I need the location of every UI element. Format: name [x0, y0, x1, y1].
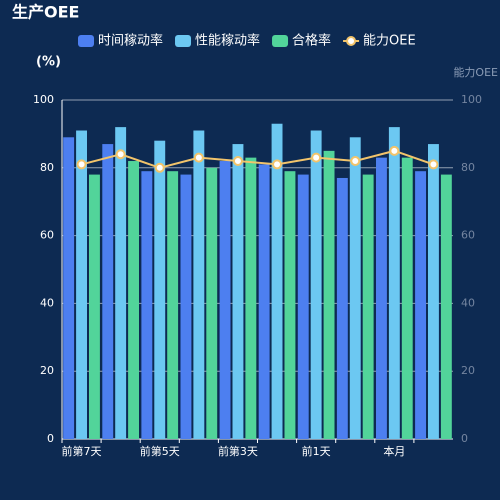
legend-label: 时间稼动率: [98, 33, 163, 49]
legend-label: 合格率: [292, 33, 331, 49]
y2-axis-label: 能力OEE: [453, 65, 498, 79]
x-tick-label: 前第7天: [62, 444, 102, 458]
bar: [167, 171, 179, 439]
bar: [362, 174, 374, 439]
line: [81, 149, 434, 169]
legend-swatch: [346, 36, 357, 46]
line-point: [272, 159, 283, 170]
x-tick-label: 本月: [383, 444, 405, 458]
y-tick-label: 20: [40, 364, 54, 377]
line-point: [115, 149, 126, 160]
x-tick-label: 前1天: [302, 444, 331, 458]
line-point: [76, 159, 87, 170]
chart-title: 生产OEE: [12, 3, 79, 22]
line-point: [389, 145, 400, 156]
bar: [102, 144, 114, 439]
line-point: [154, 162, 165, 173]
bar: [427, 144, 439, 439]
bar: [440, 174, 452, 439]
bar: [128, 161, 140, 439]
bar: [219, 161, 231, 439]
bar: [336, 177, 348, 439]
bar: [154, 140, 166, 439]
bar: [258, 164, 270, 439]
bar: [415, 171, 426, 439]
line-point: [311, 152, 322, 163]
line-point: [350, 156, 361, 167]
line-point: [193, 152, 204, 163]
y2-tick-label: 20: [461, 364, 475, 377]
y-tick-label: 40: [40, 296, 54, 309]
bar: [349, 137, 361, 440]
y2-tick-label: 0: [461, 432, 468, 445]
bar: [206, 167, 218, 440]
y2-tick-label: 80: [461, 161, 475, 174]
bar: [63, 137, 75, 440]
y-tick-label: 100: [33, 93, 54, 106]
y-tick-label: 80: [40, 161, 54, 174]
legend-swatch: [175, 35, 192, 47]
line-point: [428, 159, 439, 170]
bar: [284, 171, 296, 439]
y-axis-label: (%): [36, 55, 61, 70]
bar: [89, 174, 100, 439]
y-tick-label: 0: [47, 432, 54, 445]
bar: [271, 123, 283, 439]
legend-swatch: [78, 35, 94, 47]
y2-tick-label: 100: [461, 93, 482, 106]
bar: [245, 157, 257, 439]
bar: [401, 157, 413, 439]
bar: [323, 150, 335, 439]
y-tick-label: 60: [40, 229, 54, 242]
bar: [375, 157, 387, 439]
bar: [310, 130, 322, 439]
line-point: [232, 156, 243, 167]
bar: [141, 171, 153, 439]
y2-tick-label: 40: [461, 296, 475, 309]
bar: [180, 174, 192, 439]
x-tick-label: 前第5天: [140, 444, 180, 458]
legend-label: 性能稼动率: [195, 33, 260, 49]
legend-swatch: [272, 35, 289, 47]
y2-tick-label: 60: [461, 229, 475, 242]
x-tick-label: 前第3天: [218, 444, 258, 458]
bar: [115, 127, 127, 440]
bar: [76, 130, 88, 439]
legend-label: 能力OEE: [363, 34, 416, 49]
bar: [388, 127, 400, 440]
bar: [193, 130, 205, 439]
bar: [297, 174, 309, 439]
bar: [232, 144, 244, 439]
